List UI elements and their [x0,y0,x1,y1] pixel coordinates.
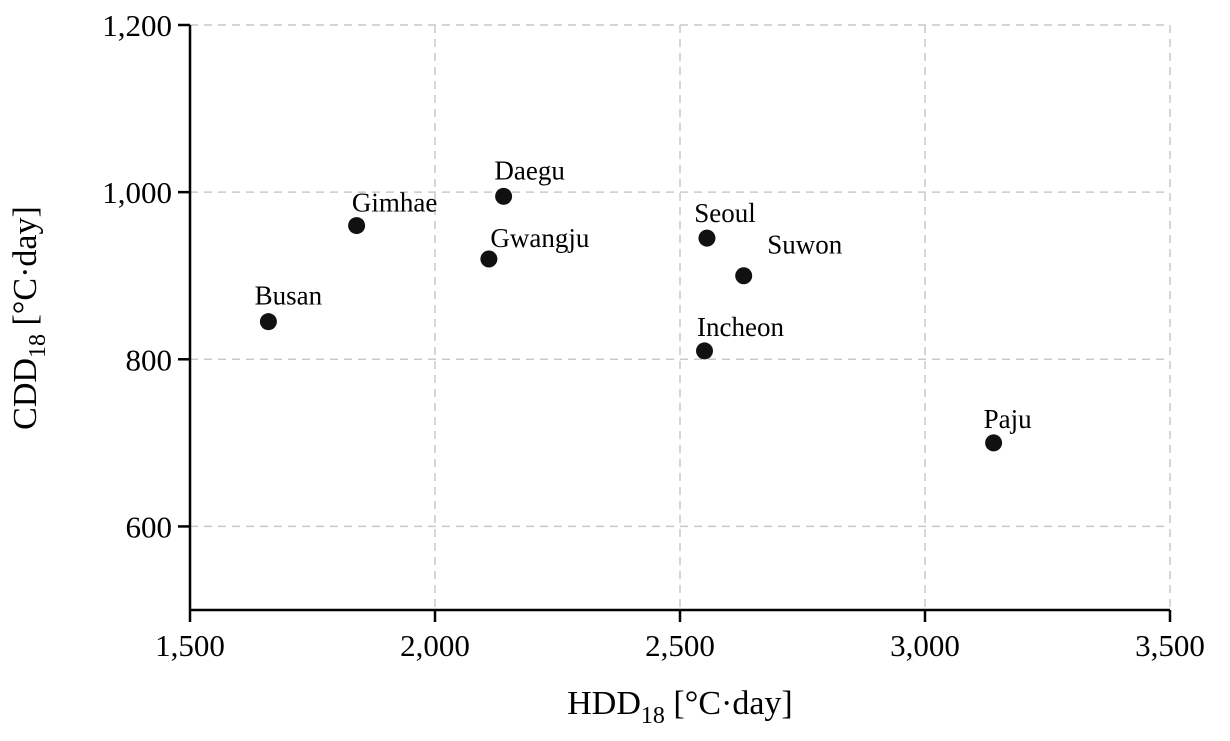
points-layer: Busan Gimhae Gwangju Daegu Seoul Suwon Incheon… [255,155,1033,452]
x-tick-label-3500: 3,500 [1135,628,1205,663]
y-axis-title-subscript: 18 [25,334,51,358]
point-marker-busan [259,313,277,331]
point-marker-gimhae [348,217,366,235]
point-label-daegu: Daegu [494,155,565,185]
x-tick-label-1500: 1,500 [155,628,225,663]
point-marker-gwangju [480,250,498,268]
point-label-suwon: Suwon [767,230,843,260]
point-label-busan: Busan [255,281,323,311]
x-axis-title-unit: [°C·day] [665,685,793,722]
x-tick-label-2500: 2,500 [645,628,715,663]
point-marker-seoul [698,229,716,247]
y-tick-label-600: 600 [126,509,173,544]
point-label-incheon: Incheon [697,312,784,342]
y-tick-label-1000: 1,000 [102,175,172,210]
y-tick-label-800: 800 [126,342,173,377]
point-marker-incheon [696,342,713,360]
point-label-gwangju: Gwangju [490,223,589,253]
x-axis-title-subscript: 18 [641,703,665,729]
y-tick-label-1200: 1,200 [102,8,172,43]
y-axis-title-unit: [°C·day] [7,206,44,334]
x-axis-title-base: HDD [567,685,641,722]
point-label-gimhae: Gimhae [352,188,437,218]
point-marker-paju [985,434,1003,452]
x-axis-title: HDD18 [°C·day] [567,685,793,729]
point-label-paju: Paju [984,404,1033,434]
x-tick-label-3000: 3,000 [890,628,960,663]
y-axis-title: CDD18 [°C·day] [7,206,51,430]
point-marker-daegu [495,187,513,205]
point-label-seoul: Seoul [694,198,756,228]
grid-layer [190,24,1171,610]
point-marker-suwon [735,267,753,285]
x-tick-label-2000: 2,000 [400,628,470,663]
axes-layer: 1,500 2,000 2,500 3,000 3,500 600 800 1,000 1,20… [102,8,1205,663]
y-axis-title-base: CDD [7,358,44,430]
